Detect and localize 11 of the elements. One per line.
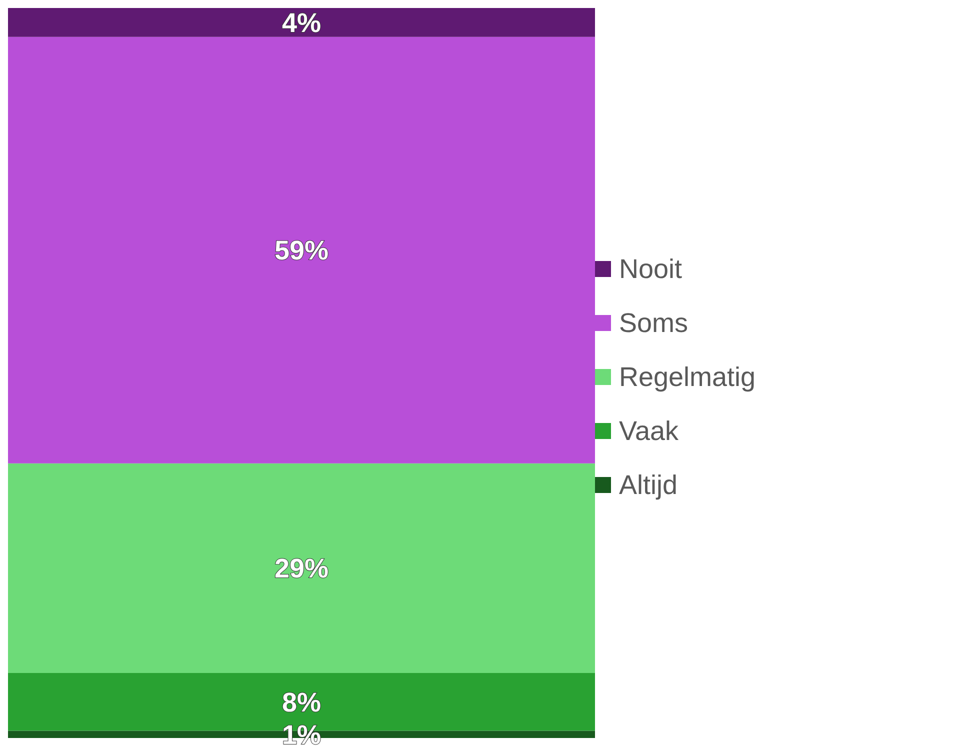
bar bbox=[8, 8, 595, 37]
legend-label: Altijd bbox=[619, 470, 678, 500]
legend-label: Soms bbox=[619, 308, 688, 338]
legend-label: Nooit bbox=[619, 254, 682, 284]
data-label: 4% bbox=[282, 8, 322, 38]
bar bbox=[8, 463, 595, 673]
data-label: 29% bbox=[274, 554, 329, 584]
legend-label: Regelmatig bbox=[619, 362, 756, 392]
data-label: 59% bbox=[274, 236, 329, 266]
data-label: 8% bbox=[282, 687, 322, 718]
legend-label: Vaak bbox=[619, 416, 679, 446]
